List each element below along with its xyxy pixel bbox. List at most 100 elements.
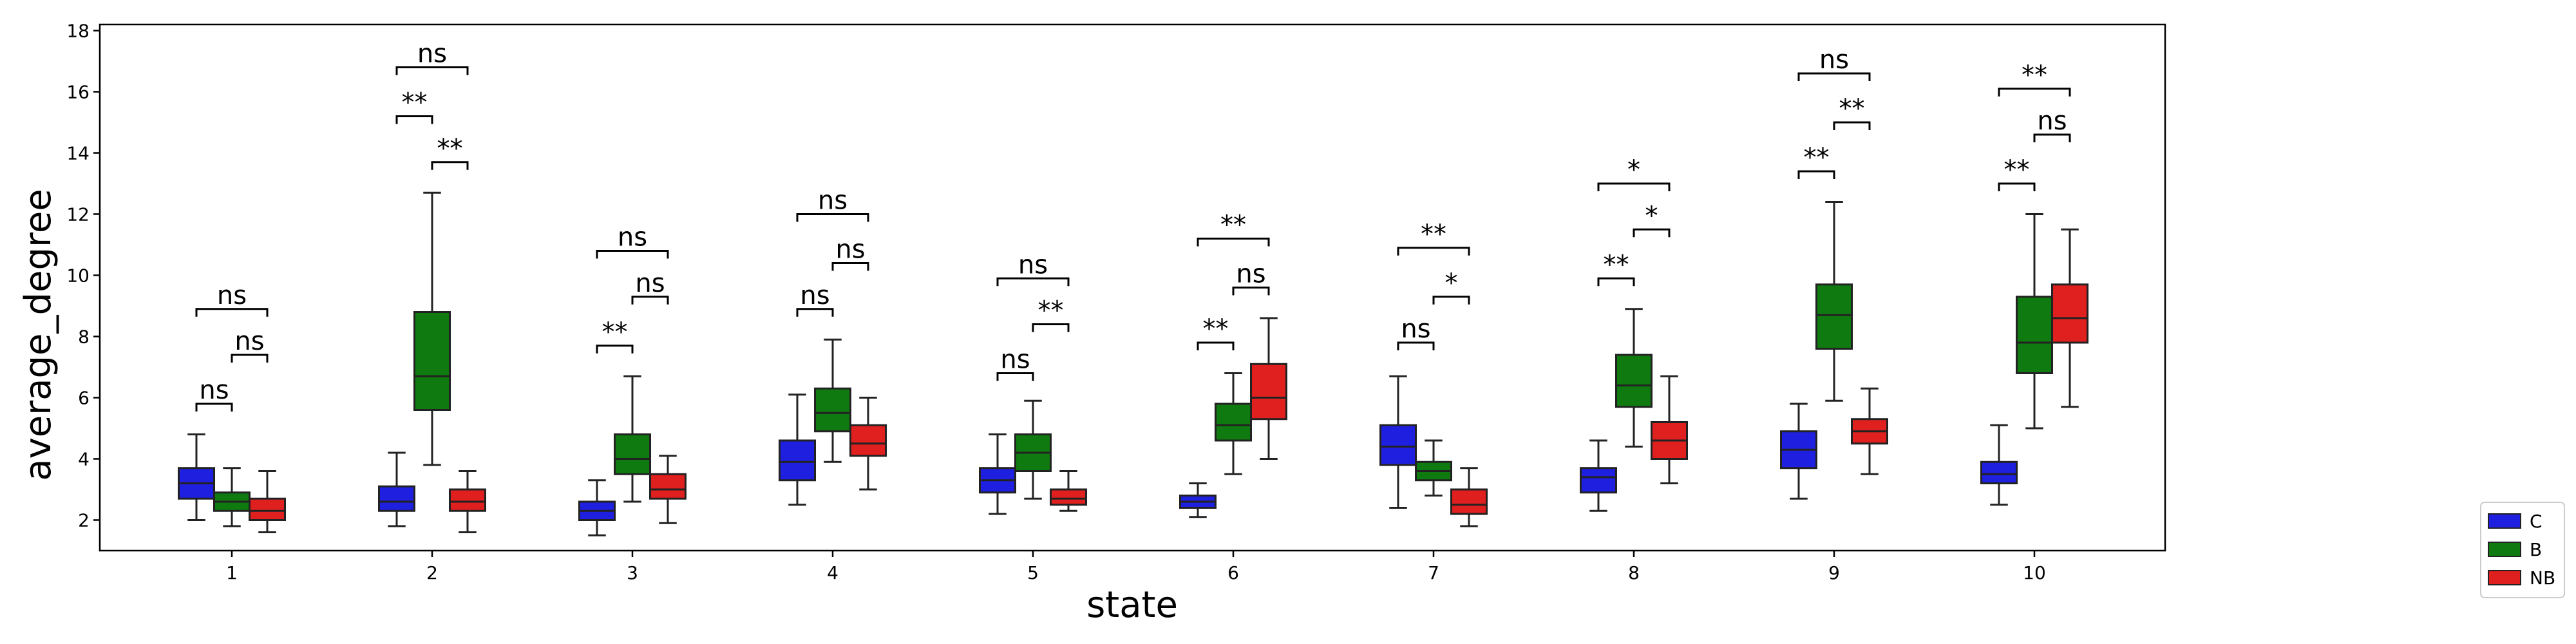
box-NB-1 [249,470,286,533]
significance-label: * [1627,155,1640,185]
significance-label: ** [2004,155,2030,185]
y-axis-title: average_degree [17,189,59,481]
y-tick-label: 14 [66,143,90,164]
box-C-3 [578,479,616,536]
x-tick-label: 2 [426,562,438,583]
significance-label: ** [1804,143,1830,173]
significance-annotation: ** [1032,296,1070,332]
y-tick-label: 8 [78,327,90,348]
significance-label: ns [217,281,247,310]
significance-annotation: ns [1232,260,1270,296]
box-NB-10 [2051,228,2088,408]
x-tick-label: 4 [827,562,838,583]
x-axis-title: state [1086,584,1178,626]
box-body [449,488,486,512]
significance-label: ** [602,317,628,347]
legend-swatch-C [2488,513,2521,529]
significance-bracket [996,372,1034,381]
box-body [249,497,286,521]
box-body [1379,424,1417,466]
y-tick-label: 10 [66,265,90,287]
significance-label: * [1445,269,1458,298]
significance-label: * [1645,201,1658,231]
box-C-8 [1580,439,1617,512]
significance-annotation: ** [1197,211,1270,247]
legend: CB NB [2480,502,2565,598]
x-tick-label: 8 [1628,562,1640,583]
box-body [1450,488,1488,515]
significance-annotation: ** [1998,155,2036,191]
significance-annotation: ** [1797,143,1835,179]
significance-annotation: ** [395,88,433,124]
significance-label: ns [835,235,865,265]
significance-annotation: ** [1833,94,1871,130]
box-B-4 [814,338,851,463]
legend-label-C: C [2530,511,2543,532]
box-B-2 [413,191,451,466]
significance-bracket [631,296,669,305]
box-NB-8 [1651,375,1688,484]
significance-label: ** [437,134,463,164]
significance-bracket [431,161,469,170]
box-C-1 [178,433,215,521]
box-body [2016,296,2053,374]
box-C-2 [378,451,415,527]
box-B-10 [2016,213,2053,430]
y-tick-label: 18 [66,21,90,42]
significance-annotation: ns [796,186,869,222]
significance-bracket [1397,341,1435,350]
significance-bracket [195,402,233,412]
significance-label: ns [1819,45,1849,75]
significance-bracket [1998,88,2071,97]
significance-label: ** [402,88,428,118]
significance-bracket [1232,287,1270,296]
significance-annotation: ns [596,223,669,259]
x-tick-label: 9 [1828,562,1840,583]
significance-annotation: ns [631,269,669,305]
box-NB-9 [1851,387,1888,475]
box-C-7 [1379,375,1417,509]
x-tick-label: 7 [1428,562,1439,583]
y-tick-label: 6 [78,388,90,409]
significance-label: ns [1000,345,1030,375]
box-NB-6 [1250,317,1287,460]
box-C-9 [1780,402,1817,500]
significance-annotation: * [1597,155,1671,191]
significance-label: ** [1203,314,1229,344]
significance-label: ** [1220,211,1246,240]
y-tick-label: 12 [66,204,90,225]
significance-label: ** [1038,296,1064,326]
box-body [614,433,651,475]
significance-annotation: ns [231,327,269,363]
significance-label: ns [1018,250,1048,279]
legend-swatch-B [2488,542,2521,557]
box-NB-5 [1050,470,1087,512]
significance-label: ns [2037,106,2067,136]
significance-bracket [831,262,869,271]
significance-bracket [1998,182,2036,191]
box-body [1580,467,1617,494]
significance-bracket [996,277,1070,287]
box-B-6 [1215,372,1252,475]
box-body [1615,354,1653,408]
significance-bracket [1633,228,1671,238]
box-C-10 [1980,424,2018,506]
significance-bracket [1597,182,1671,191]
x-tick-label: 3 [627,562,638,583]
significance-annotation: ** [431,134,469,170]
significance-bracket [2033,133,2071,142]
box-body [849,424,887,457]
significance-label: ** [2022,61,2047,90]
significance-bracket [796,308,834,317]
box-NB-7 [1450,467,1488,527]
box-C-4 [779,393,816,506]
box-body [1815,283,1853,350]
y-tick-label: 4 [78,449,90,470]
box-B-7 [1415,439,1452,497]
significance-bracket [596,250,669,259]
box-B-3 [614,375,651,503]
x-tick-label: 10 [2023,562,2046,583]
box-NB-3 [649,455,687,524]
